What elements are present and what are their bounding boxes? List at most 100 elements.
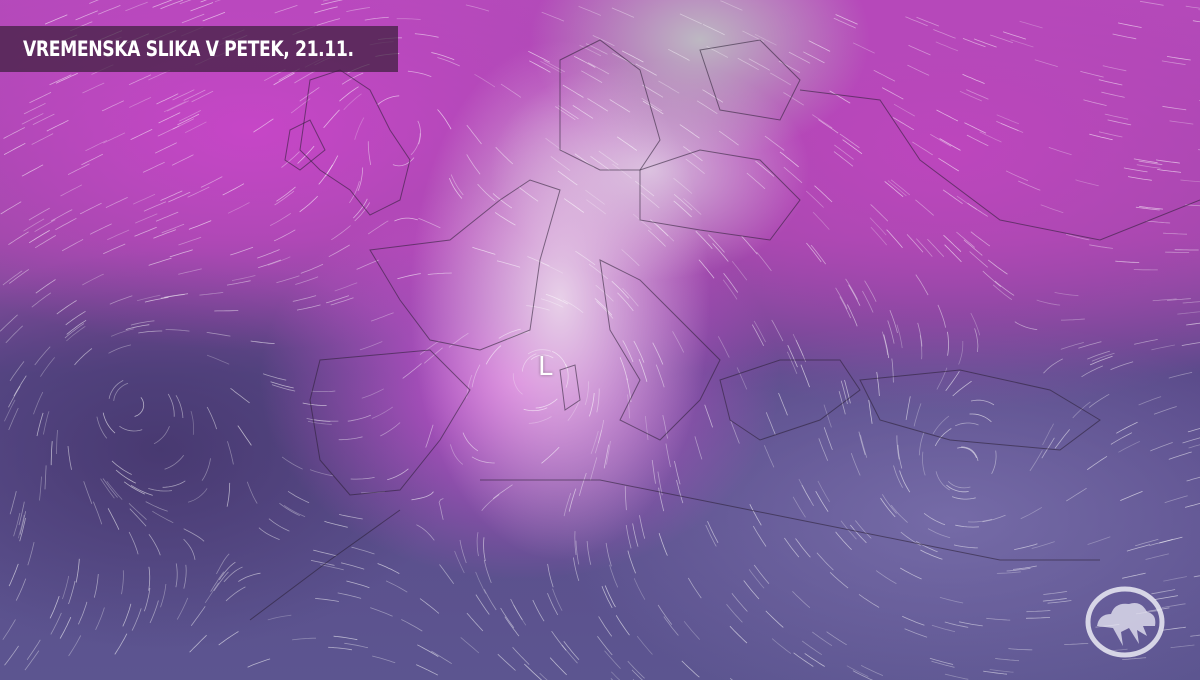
wind-streak	[792, 496, 806, 518]
wind-streak	[1138, 160, 1163, 165]
wind-streak	[322, 0, 330, 2]
wind-streak	[213, 571, 229, 592]
wind-streak	[238, 572, 261, 582]
wind-streak	[1151, 589, 1176, 595]
wind-streak	[1184, 502, 1200, 508]
wind-streak	[74, 348, 93, 366]
wind-streak	[108, 344, 131, 354]
wind-streak	[673, 177, 693, 194]
wind-streak	[328, 244, 350, 258]
wind-streak	[1182, 437, 1200, 444]
wind-streak	[850, 452, 861, 476]
wind-streak	[611, 671, 621, 680]
wind-streak	[512, 373, 523, 395]
wind-streak	[107, 508, 120, 530]
wind-streak	[1078, 341, 1102, 349]
cloud-lightning-logo-icon	[1085, 586, 1165, 658]
wind-streak	[1115, 260, 1140, 263]
wind-streak	[161, 223, 185, 234]
wind-streak	[1118, 441, 1140, 453]
wind-streak	[673, 193, 693, 211]
wind-streak	[939, 138, 961, 151]
wind-streak	[1153, 406, 1177, 415]
wind-streak	[155, 142, 177, 154]
wind-streak	[156, 93, 179, 105]
wind-streak	[771, 638, 792, 654]
wind-streak	[103, 243, 126, 255]
wind-streak	[633, 340, 645, 363]
wind-streak	[158, 112, 181, 124]
wind-streak	[155, 211, 179, 222]
wind-streak	[579, 44, 602, 57]
wind-streak	[270, 212, 292, 226]
wind-streak	[598, 150, 619, 166]
wind-streak	[662, 415, 668, 439]
wind-streak	[2, 270, 23, 286]
wind-streak	[923, 512, 946, 526]
wind-streak	[644, 416, 649, 441]
wind-streak	[815, 491, 829, 512]
wind-streak	[957, 447, 977, 459]
wind-streak	[497, 653, 516, 671]
wind-streak	[200, 0, 208, 3]
wind-streak	[829, 90, 851, 104]
wind-streak	[1163, 576, 1187, 582]
wind-streak	[572, 105, 594, 119]
wind-streak	[880, 497, 896, 518]
wind-streak	[862, 290, 874, 313]
wind-streak	[227, 441, 234, 465]
wind-streak	[685, 158, 705, 175]
wind-streak	[1135, 538, 1159, 547]
wind-streak	[276, 186, 296, 202]
wind-streak	[189, 634, 207, 653]
wind-streak	[202, 11, 226, 22]
wind-streak	[627, 550, 636, 574]
wind-streak	[575, 540, 580, 565]
wind-streak	[882, 87, 904, 100]
wind-streak	[897, 444, 903, 469]
wind-streak	[594, 298, 613, 316]
wind-streak	[712, 243, 729, 262]
wind-streak	[361, 388, 384, 399]
wind-streak	[1012, 565, 1037, 570]
wind-streak	[449, 178, 463, 199]
wind-streak	[540, 298, 564, 308]
wind-streak	[994, 280, 1015, 296]
wind-streak	[1180, 179, 1200, 183]
wind-streak	[292, 295, 317, 302]
wind-streak	[184, 121, 207, 134]
wind-streak	[795, 538, 811, 558]
wind-streak	[730, 420, 740, 444]
wind-streak	[190, 410, 195, 435]
wind-streak	[696, 100, 718, 115]
wind-streak	[267, 614, 292, 621]
wind-streak	[476, 532, 479, 557]
wind-streak	[574, 531, 577, 556]
wind-streak	[563, 198, 585, 213]
wind-streak	[639, 515, 646, 539]
wind-streak	[130, 128, 153, 141]
wind-streak	[68, 580, 76, 605]
wind-streak	[8, 231, 29, 246]
wind-streak	[563, 492, 572, 517]
wind-streak	[528, 416, 552, 424]
wind-streak	[887, 180, 907, 197]
wind-streak	[605, 542, 612, 567]
wind-streak	[1006, 567, 1031, 572]
wind-streak	[1138, 396, 1162, 406]
wind-streak	[1122, 657, 1147, 660]
wind-streak	[890, 504, 908, 523]
wind-streak	[175, 563, 178, 588]
wind-streak	[752, 525, 767, 547]
wind-streak	[500, 607, 515, 629]
wind-streak	[904, 628, 928, 638]
wind-streak	[119, 425, 143, 432]
wind-streak	[833, 17, 856, 29]
wind-streak	[44, 465, 47, 490]
wind-streak	[642, 84, 664, 98]
wind-streak	[1186, 322, 1200, 326]
wind-streak	[302, 402, 327, 406]
wind-streak	[160, 294, 185, 299]
wind-streak	[912, 141, 933, 156]
wind-streak	[581, 70, 603, 83]
